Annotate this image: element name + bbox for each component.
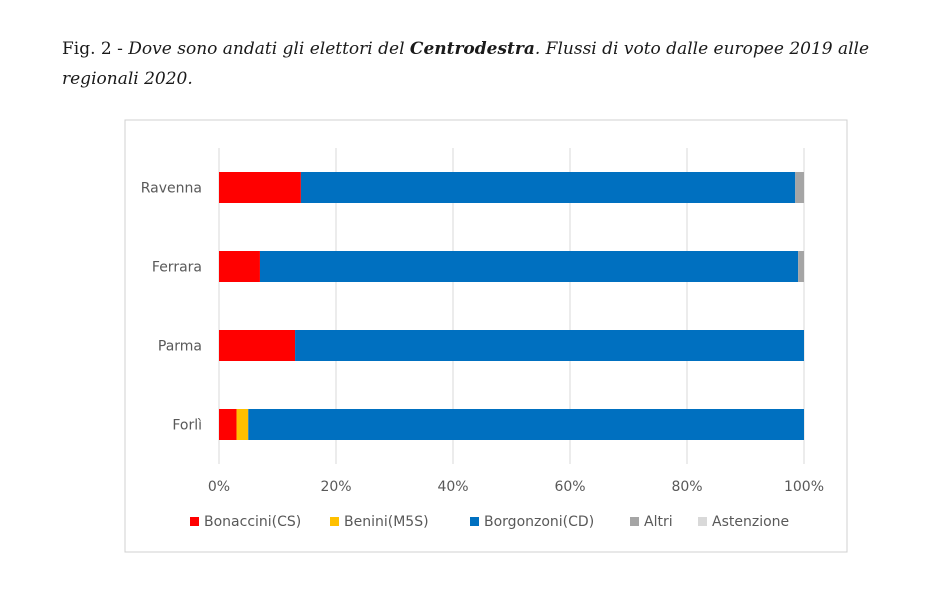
bar-segment [219, 409, 237, 440]
caption-text: Dove sono andati gli elettori del [128, 39, 410, 59]
x-tick-label: 40% [437, 479, 468, 495]
bar-segment [295, 330, 804, 361]
x-tick-label: 20% [320, 479, 351, 495]
legend-swatch [698, 517, 707, 526]
category-label: Forlì [172, 418, 202, 434]
bar-segment [798, 251, 804, 282]
caption-text-end: . Flussi di voto dalle europee 2019 alle… [62, 39, 870, 89]
legend-swatch [470, 517, 479, 526]
bar-segment [219, 330, 296, 361]
legend-label: Astenzione [712, 514, 789, 530]
legend-swatch [330, 517, 339, 526]
bar-segment [795, 172, 804, 203]
category-label: Ferrara [152, 260, 202, 276]
caption-bold: Centrodestra [409, 39, 535, 59]
bar-segment [259, 251, 799, 282]
x-tick-label: 0% [208, 479, 230, 495]
bar-segment [219, 172, 301, 203]
bar-segment [248, 409, 804, 440]
figure-caption: Fig. 2 - Dove sono andati gli elettori d… [62, 34, 914, 94]
legend-label: Borgonzoni(CD) [484, 514, 594, 530]
caption-prefix: Fig. 2 - [62, 39, 129, 59]
bar-segment [236, 409, 249, 440]
x-tick-label: 100% [784, 479, 824, 495]
legend-label: Altri [644, 514, 673, 530]
x-tick-label: 60% [554, 479, 585, 495]
bar-segment [219, 251, 260, 282]
bar-segment [300, 172, 796, 203]
x-tick-label: 80% [671, 479, 702, 495]
legend-swatch [630, 517, 639, 526]
legend-label: Bonaccini(CS) [204, 514, 301, 530]
legend-label: Benini(M5S) [344, 514, 429, 530]
category-label: Parma [158, 339, 202, 355]
legend-swatch [190, 517, 199, 526]
category-label: Ravenna [141, 181, 202, 197]
